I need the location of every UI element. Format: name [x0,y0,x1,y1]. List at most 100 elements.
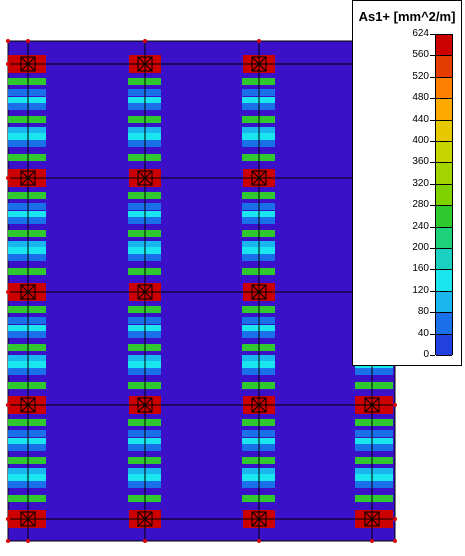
legend-label: 40 [417,327,429,339]
contour-band [8,254,46,261]
contour-band [8,217,46,224]
legend-label: 200 [412,242,429,253]
contour-band [8,495,46,502]
contour-band [8,325,46,332]
legend-color-band [436,184,452,207]
contour-band [8,97,46,104]
node-point [26,39,30,43]
legend-color-band [436,142,452,164]
legend-color-band [436,99,452,121]
contour-band [355,474,393,481]
legend-tick [430,119,435,121]
contour-band [8,247,46,254]
legend-label: 0 [423,349,429,360]
legend-tick [430,76,435,78]
contour-band [8,474,46,481]
contour-band [8,444,46,451]
legend-color-band [436,35,452,57]
legend-tick [430,98,435,100]
contour-band [8,457,46,464]
node-point [393,517,397,521]
legend-color-band [436,249,452,271]
legend-label: 360 [412,156,429,168]
contour-band [355,444,393,451]
node-point [143,39,147,43]
legend-tick [430,55,435,57]
node-point [6,290,10,294]
contour-band [8,355,46,362]
legend-tick [430,312,435,314]
contour-band [8,317,46,324]
legend-color-band [436,313,452,335]
legend-label: 480 [412,92,429,104]
contour-band [8,382,46,389]
legend-color-band [436,334,452,356]
contour-band [355,468,393,475]
contour-band [8,154,46,161]
node-point [6,176,10,180]
node-point [370,539,374,543]
legend-label: 440 [412,113,429,125]
contour-band [355,457,393,464]
legend-tick [430,248,435,249]
legend-tick [430,355,435,356]
node-point [257,39,261,43]
contour-band [8,116,46,123]
legend-label: 560 [412,49,429,61]
contour-band [355,382,393,389]
legend-color-band [436,270,452,292]
plot-background [7,40,396,542]
legend-color-band [436,206,452,228]
legend-tick [430,269,435,271]
contour-band [8,230,46,237]
legend-tick [430,162,435,164]
legend-color-band [436,56,452,78]
contour-band [8,89,46,96]
contour-band [8,468,46,475]
legend-tick [430,34,435,35]
contour-band [355,481,393,488]
legend-color-band [436,120,452,142]
contour-band [8,438,46,445]
legend-tick [430,290,435,292]
legend-label: 240 [412,220,429,232]
contour-band [355,368,393,375]
contour-band [8,78,46,85]
contour-band [8,306,46,313]
legend-tick [430,183,435,185]
legend-label: 80 [417,306,429,318]
node-point [257,539,261,543]
contour-band [8,344,46,351]
contour-band [8,331,46,338]
legend-tick [430,226,435,228]
contour-band [8,103,46,110]
legend-label: 400 [412,135,429,146]
contour-band [8,419,46,426]
contour-band [8,430,46,437]
legend-title: As1+ [mm^2/m] [358,9,456,24]
contour-band [355,495,393,502]
legend-label: 280 [412,199,429,211]
contour-band [8,368,46,375]
legend-panel: As1+ [mm^2/m] 624 560 520 480 440 400 360 320 28… [352,0,462,366]
legend-tick [430,333,435,335]
node-point [6,403,10,407]
contour-band [8,192,46,199]
contour-band [8,140,46,147]
contour-band [8,203,46,210]
legend-color-band [436,163,452,185]
contour-band [355,419,393,426]
contour-band [8,481,46,488]
legend-tick [430,141,435,142]
legend-tick [430,205,435,207]
legend-color-bar [435,34,453,356]
contour-band [355,430,393,437]
contour-band [8,211,46,218]
legend-color-band [436,77,452,100]
node-point [143,539,147,543]
contour-band [8,268,46,275]
node-point [6,39,10,43]
legend-label: 624 [412,28,429,39]
node-point [6,517,10,521]
